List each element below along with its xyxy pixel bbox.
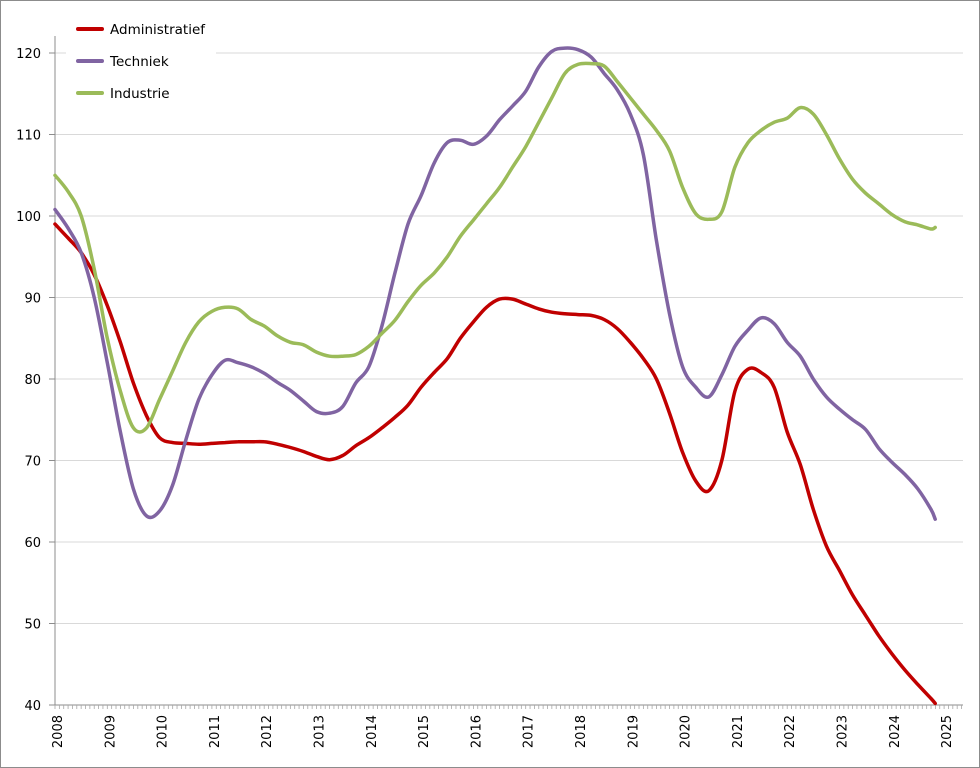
y-tick-label-80: 80 (24, 373, 41, 388)
x-tick-label-2021: 2021 (731, 715, 746, 748)
y-axis-ticks: 40 50 60 70 80 90 100 110 120 (16, 47, 55, 714)
y-tick-label-70: 70 (24, 455, 41, 470)
legend: Administratief Techniek Industrie (66, 12, 216, 108)
y-tick-label-90: 90 (24, 292, 41, 307)
legend-label-industrie: Industrie (110, 86, 170, 102)
y-tick-label-60: 60 (24, 536, 41, 551)
y-tick-label-110: 110 (16, 129, 41, 144)
series-line-administratief (53, 222, 937, 706)
x-tick-label-2022: 2022 (783, 715, 798, 748)
axes (54, 36, 963, 706)
x-tick-label-2015: 2015 (417, 715, 432, 748)
x-tick-label-2008: 2008 (51, 715, 66, 748)
x-tick-label-2016: 2016 (469, 715, 484, 748)
x-tick-label-2018: 2018 (574, 715, 589, 748)
x-tick-label-2011: 2011 (208, 715, 223, 748)
legend-label-techniek: Techniek (109, 54, 169, 70)
legend-item-techniek: Techniek (76, 54, 169, 70)
x-axis-ticks: 2008 2009 2010 2011 2012 2013 2014 2015 2016 2017… (51, 705, 962, 748)
legend-label-administratief: Administratief (110, 22, 206, 38)
x-tick-label-2010: 2010 (156, 715, 171, 748)
series-line-techniek (53, 46, 937, 521)
x-tick-label-2023: 2023 (836, 715, 851, 748)
x-tick-label-2017: 2017 (522, 715, 537, 748)
y-tick-label-50: 50 (24, 618, 41, 633)
x-tick-label-2019: 2019 (626, 715, 641, 748)
legend-item-administratief: Administratief (76, 22, 206, 38)
x-tick-label-2009: 2009 (103, 715, 118, 748)
series-lines (53, 46, 937, 706)
series-line-industrie (53, 61, 937, 434)
x-tick-label-2024: 2024 (888, 715, 903, 748)
y-tick-label-120: 120 (16, 47, 41, 62)
legend-item-industrie: Industrie (76, 86, 170, 102)
x-tick-label-2012: 2012 (260, 715, 275, 748)
y-tick-label-40: 40 (24, 699, 41, 714)
x-tick-label-2020: 2020 (679, 715, 694, 748)
x-tick-label-2025: 2025 (940, 715, 955, 748)
x-tick-label-2014: 2014 (365, 715, 380, 748)
y-tick-label-100: 100 (16, 210, 41, 225)
x-tick-label-2013: 2013 (313, 715, 328, 748)
